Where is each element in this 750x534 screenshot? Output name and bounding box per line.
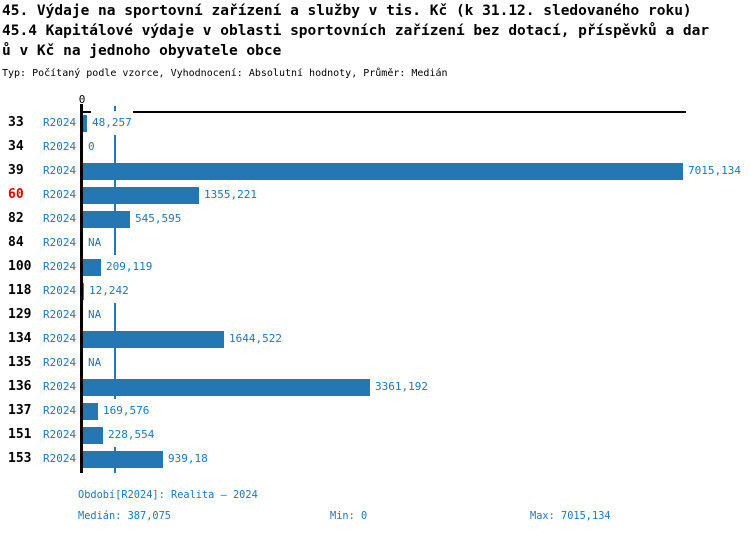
- bar-value-label: 48,257: [91, 111, 133, 135]
- chart-row: 136 R2024 3361,192: [0, 375, 750, 399]
- row-period-label: R2024: [43, 164, 77, 177]
- bar-value-label: 7015,134: [687, 159, 742, 183]
- bar: [83, 187, 199, 204]
- row-period-label: R2024: [43, 212, 77, 225]
- bar: [83, 115, 87, 132]
- row-id-label: 137: [8, 403, 32, 418]
- row-period-label: R2024: [43, 284, 77, 297]
- chart-row: 129 R2024 NA: [0, 303, 750, 327]
- row-id-label: 136: [8, 379, 32, 394]
- bar: [83, 163, 683, 180]
- row-id-label: 151: [8, 427, 32, 442]
- row-id-label: 118: [8, 283, 32, 298]
- footer-median-label: Medián: 387,075: [78, 510, 171, 522]
- bar-rows-container: 33 R2024 48,257 34 R2024 0 39 R2024 7015,134 60 R2…: [0, 111, 750, 471]
- x-axis-zero-tick-label: 0: [78, 93, 86, 106]
- chart-row: 33 R2024 48,257: [0, 111, 750, 135]
- chart-row: 151 R2024 228,554: [0, 423, 750, 447]
- row-period-label: R2024: [43, 308, 77, 321]
- row-id-label: 153: [8, 451, 32, 466]
- bar: [83, 451, 163, 468]
- footer-period-label: Období[R2024]: Realita – 2024: [78, 489, 258, 501]
- bar: [83, 211, 130, 228]
- footer-max-label: Max: 7015,134: [530, 510, 611, 522]
- chart-row: 100 R2024 209,119: [0, 255, 750, 279]
- chart-row: 134 R2024 1644,522: [0, 327, 750, 351]
- footer-min-label: Min: 0: [330, 510, 368, 522]
- chart-title-line3: ů v Kč na jednoho obyvatele obce: [2, 43, 282, 59]
- bar: [83, 403, 98, 420]
- chart-row: 82 R2024 545,595: [0, 207, 750, 231]
- row-id-label: 84: [8, 235, 24, 250]
- row-period-label: R2024: [43, 428, 77, 441]
- row-id-label: 100: [8, 259, 32, 274]
- chart-title-line1: 45. Výdaje na sportovní zařízení a služb…: [2, 3, 692, 19]
- row-period-label: R2024: [43, 116, 77, 129]
- chart-row: 153 R2024 939,18: [0, 447, 750, 471]
- row-period-label: R2024: [43, 452, 77, 465]
- bar: [83, 283, 84, 300]
- bar-value-label: 3361,192: [374, 375, 429, 399]
- row-id-label: 39: [8, 163, 24, 178]
- row-period-label: R2024: [43, 236, 77, 249]
- bar: [83, 427, 103, 444]
- bar: [83, 379, 370, 396]
- row-id-label: 60: [8, 187, 24, 202]
- chart-row: 135 R2024 NA: [0, 351, 750, 375]
- row-period-label: R2024: [43, 188, 77, 201]
- row-id-label: 34: [8, 139, 24, 154]
- row-period-label: R2024: [43, 356, 77, 369]
- bar-value-label: NA: [87, 351, 103, 375]
- bar-value-label: 939,18: [167, 447, 209, 471]
- bar-value-label: 12,242: [88, 279, 130, 303]
- bar-value-label: 209,119: [105, 255, 154, 279]
- chart-title-line2: 45.4 Kapitálové výdaje v oblasti sportov…: [2, 23, 710, 39]
- row-period-label: R2024: [43, 260, 77, 273]
- row-period-label: R2024: [43, 332, 77, 345]
- bar-value-label: 228,554: [107, 423, 156, 447]
- chart-row: 60 R2024 1355,221: [0, 183, 750, 207]
- bar-value-label: NA: [87, 231, 103, 255]
- chart-meta-line: Typ: Počítaný podle vzorce, Vyhodnocení:…: [2, 68, 448, 79]
- y-axis-line: [80, 104, 83, 473]
- chart-row: 137 R2024 169,576: [0, 399, 750, 423]
- row-id-label: 33: [8, 115, 24, 130]
- bar: [83, 331, 224, 348]
- row-id-label: 82: [8, 211, 24, 226]
- chart-row: 39 R2024 7015,134: [0, 159, 750, 183]
- row-period-label: R2024: [43, 380, 77, 393]
- row-period-label: R2024: [43, 404, 77, 417]
- row-period-label: R2024: [43, 140, 77, 153]
- bar-value-label: 1355,221: [203, 183, 258, 207]
- bar-value-label: 0: [87, 135, 96, 159]
- row-id-label: 135: [8, 355, 32, 370]
- bar-value-label: 1644,522: [228, 327, 283, 351]
- row-id-label: 134: [8, 331, 32, 346]
- bar-value-label: NA: [87, 303, 103, 327]
- bar-value-label: 545,595: [134, 207, 183, 231]
- chart-row: 84 R2024 NA: [0, 231, 750, 255]
- bar: [83, 259, 101, 276]
- chart-row: 34 R2024 0: [0, 135, 750, 159]
- bar-value-label: 169,576: [102, 399, 151, 423]
- x-axis-line: [80, 111, 686, 113]
- row-id-label: 129: [8, 307, 32, 322]
- chart-header: 45. Výdaje na sportovní zařízení a služb…: [2, 1, 709, 80]
- chart-row: 118 R2024 12,242: [0, 279, 750, 303]
